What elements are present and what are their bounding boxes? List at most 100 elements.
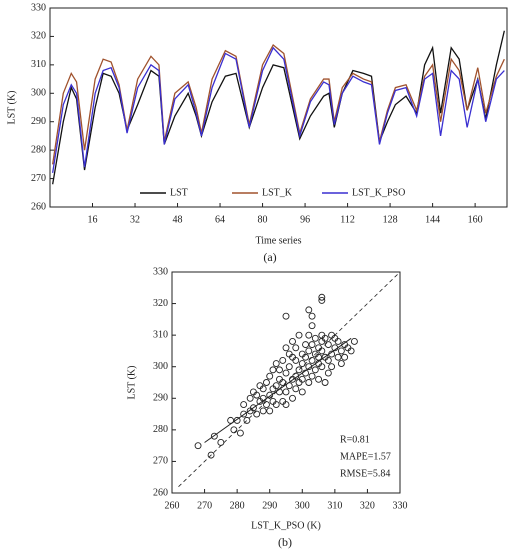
x-tick-label: 64 (215, 214, 225, 225)
y-tick-label: 320 (31, 31, 46, 42)
point (324, 369, 332, 377)
point (295, 331, 303, 339)
point (210, 432, 218, 440)
point (292, 344, 300, 352)
y-tick-label: 280 (31, 144, 46, 155)
point (308, 312, 316, 320)
point (289, 338, 296, 345)
x-tick-label: 80 (258, 214, 268, 225)
point (298, 375, 306, 383)
point (276, 388, 283, 396)
point (318, 296, 326, 304)
point (266, 372, 274, 380)
x-tick-label: 290 (262, 500, 277, 511)
point (217, 439, 225, 446)
point (305, 347, 313, 355)
point (308, 341, 316, 349)
x-tick-label: 16 (88, 214, 98, 225)
point (318, 347, 326, 355)
point (263, 401, 270, 409)
point (266, 407, 274, 415)
point (207, 451, 215, 459)
point (282, 344, 290, 352)
point (289, 394, 296, 402)
point (249, 404, 257, 412)
x-tick-label: 48 (173, 214, 183, 225)
point (328, 363, 336, 371)
point (259, 385, 267, 393)
point (269, 366, 277, 374)
point (347, 347, 355, 355)
point (266, 391, 274, 399)
point (282, 388, 290, 396)
point (302, 353, 309, 361)
y-tick-label: 270 (153, 456, 168, 467)
y-tick-label: 330 (153, 266, 168, 277)
point (272, 360, 280, 368)
point (259, 407, 267, 415)
x-tick-label: 320 (360, 500, 375, 511)
y-tick-label: 310 (153, 329, 168, 340)
point (236, 429, 244, 437)
point (240, 401, 248, 409)
point (253, 410, 261, 418)
point (308, 322, 316, 330)
point (305, 331, 313, 339)
point (324, 356, 332, 364)
point (321, 334, 329, 342)
point (282, 401, 290, 409)
y-tick-label: 310 (31, 59, 46, 70)
point (227, 416, 235, 424)
legend-label: LST_K (262, 187, 293, 198)
legend-label: LST (170, 187, 188, 198)
point (324, 341, 332, 349)
series-line (52, 43, 505, 165)
point (279, 379, 287, 386)
x-tick-label: 330 (393, 500, 408, 511)
point (259, 394, 267, 402)
point (350, 338, 358, 345)
point (305, 379, 313, 386)
annotation: MAPE=1.57 (340, 451, 391, 462)
point (194, 442, 202, 450)
point (302, 341, 309, 349)
annotation: RMSE=5.84 (340, 468, 390, 479)
annotation: R=0.81 (340, 434, 370, 445)
y-tick-label: 300 (153, 361, 168, 372)
plot-frame (171, 271, 401, 494)
x-tick-label: 260 (165, 500, 180, 511)
caption: (a) (263, 250, 276, 264)
point (246, 394, 254, 402)
point (318, 293, 326, 301)
point (337, 347, 345, 355)
point (292, 385, 300, 393)
point (276, 366, 283, 374)
point (334, 338, 342, 345)
point (292, 356, 300, 364)
point (318, 363, 326, 371)
y-tick-label: 290 (153, 393, 168, 404)
x-tick-label: 32 (130, 214, 140, 225)
x-tick-label: 128 (383, 214, 398, 225)
x-tick-label: 270 (197, 500, 212, 511)
point (308, 356, 316, 364)
y-axis-label: LST (K) (6, 91, 17, 125)
point (331, 344, 339, 352)
point (233, 416, 241, 424)
y-tick-label: 320 (153, 298, 168, 309)
y-axis-label: LST (K) (126, 366, 137, 400)
point (272, 382, 280, 390)
point (341, 353, 349, 361)
point (315, 375, 323, 383)
point (308, 372, 316, 380)
point (295, 366, 303, 374)
series-line (52, 46, 505, 173)
legend-label: LST_K_PSO (352, 187, 405, 198)
point (311, 366, 319, 374)
point (285, 382, 293, 390)
point (253, 391, 261, 399)
point (279, 356, 287, 364)
y-tick-label: 260 (31, 201, 46, 212)
point (305, 363, 313, 371)
